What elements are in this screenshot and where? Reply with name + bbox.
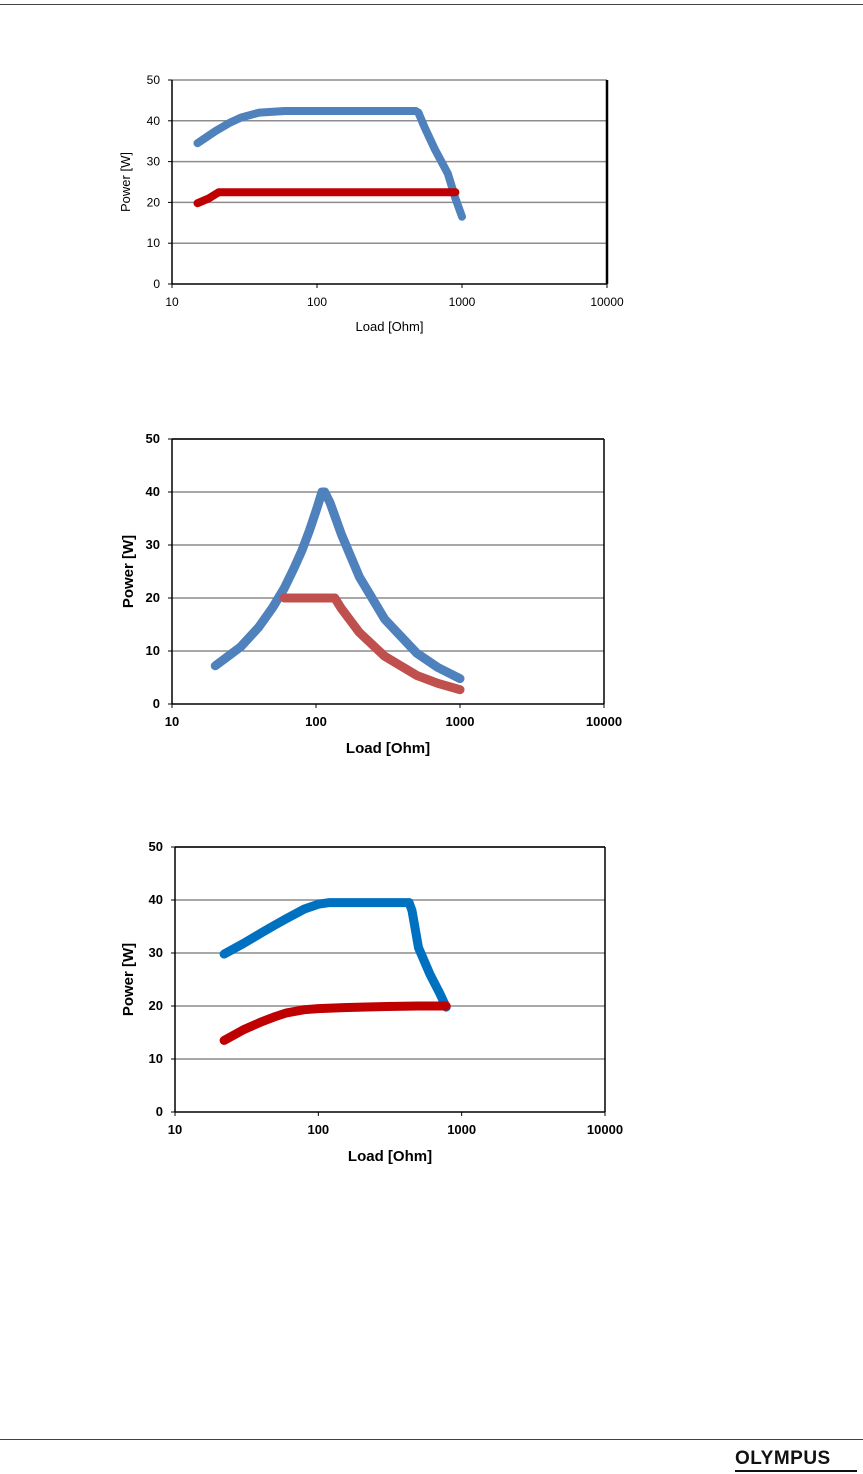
- y-tick-label: 20: [149, 998, 163, 1013]
- y-tick-label: 10: [146, 643, 160, 658]
- y-tick-label: 50: [146, 431, 160, 446]
- chart-1: 0 10 20 30 40 50 10 100 1000 10000 Load [Ohm] Power…: [118, 73, 624, 334]
- x-tick-label: 10: [165, 295, 179, 309]
- x-tick-label: 10: [168, 1122, 182, 1137]
- x-axis-title: Load [Ohm]: [356, 319, 424, 334]
- y-tick-label: 40: [146, 484, 160, 499]
- x-tick-label: 10000: [586, 714, 622, 729]
- series-line-red: [279, 593, 465, 695]
- y-tick-label: 0: [153, 277, 160, 291]
- series-line-blue: [193, 107, 466, 221]
- series-line-red: [193, 188, 460, 208]
- x-tick-label: 10: [165, 714, 179, 729]
- chart-2: 0 10 20 30 40 50 10 100 1000 10000 Load [Ohm] Power…: [120, 431, 622, 757]
- y-tick-label: 40: [149, 892, 163, 907]
- x-axis-title: Load [Ohm]: [346, 740, 430, 757]
- x-tick-label: 100: [307, 295, 327, 309]
- y-tick-label: 40: [147, 114, 161, 128]
- x-tick-label: 100: [307, 1122, 329, 1137]
- series-line-blue: [210, 487, 465, 684]
- x-axis-title: Load [Ohm]: [348, 1148, 432, 1165]
- logo-underline: [735, 1470, 857, 1472]
- y-axis-title: Power [W]: [120, 535, 137, 608]
- y-tick-label: 20: [147, 195, 161, 209]
- header-rule: [0, 4, 863, 5]
- x-tick-label: 1000: [447, 1122, 476, 1137]
- logo-text: OLYMPUS: [735, 1448, 831, 1469]
- x-tick-label: 100: [305, 714, 327, 729]
- olympus-logo: OLYMPUS: [735, 1448, 863, 1474]
- y-tick-label: 30: [147, 155, 161, 169]
- y-tick-label: 30: [149, 945, 163, 960]
- series-line-blue: [219, 898, 451, 1012]
- x-tick-label: 1000: [446, 714, 475, 729]
- y-tick-label: 10: [149, 1051, 163, 1066]
- chart-3: 0 10 20 30 40 50 10 100 1000 10000 Load [Ohm] Power…: [120, 839, 623, 1165]
- footer-rule: [0, 1439, 863, 1440]
- y-axis-title: Power [W]: [120, 943, 137, 1016]
- x-tick-label: 10000: [590, 295, 624, 309]
- y-tick-label: 20: [146, 590, 160, 605]
- series-line-red: [219, 1001, 451, 1045]
- x-tick-label: 1000: [449, 295, 476, 309]
- y-tick-label: 50: [149, 839, 163, 854]
- y-tick-label: 0: [156, 1104, 163, 1119]
- y-tick-label: 30: [146, 537, 160, 552]
- y-tick-label: 10: [147, 236, 161, 250]
- y-tick-label: 0: [153, 696, 160, 711]
- x-tick-label: 10000: [587, 1122, 623, 1137]
- y-axis-title: Power [W]: [118, 152, 133, 212]
- y-tick-label: 50: [147, 73, 161, 87]
